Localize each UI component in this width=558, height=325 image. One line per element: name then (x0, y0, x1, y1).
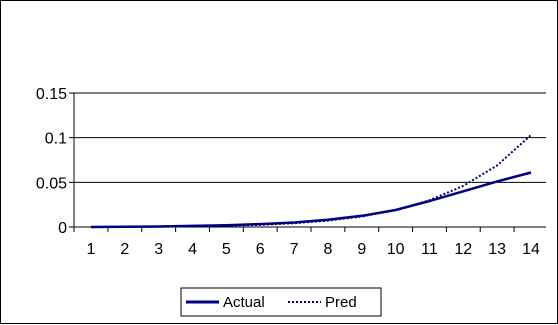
gridlines (74, 92, 546, 183)
x-tick-label-0: 1 (87, 241, 96, 258)
x-tick-label-7: 8 (323, 241, 332, 258)
legend-label-pred: Pred (325, 294, 357, 311)
y-ticks: 0 0.05 0.1 0.15 (36, 86, 74, 237)
x-tick-label-13: 14 (522, 241, 540, 258)
x-tick-label-3: 4 (188, 241, 197, 258)
x-tick-label-12: 13 (488, 241, 506, 258)
series-line-pred (90, 134, 532, 228)
x-ticks: 1 2 3 4 5 6 7 8 9 10 11 12 13 14 (73, 227, 540, 258)
series-line-actual (90, 171, 532, 229)
y-tick-label-0: 0 (58, 220, 67, 237)
x-tick-label-2: 3 (154, 241, 163, 258)
x-tick-label-5: 6 (256, 241, 265, 258)
y-tick-label-1: 0.05 (36, 175, 67, 192)
x-tick-label-4: 5 (222, 241, 231, 258)
legend-label-actual: Actual (223, 294, 265, 311)
y-tick-label-2: 0.1 (45, 131, 67, 148)
x-tick-label-9: 10 (387, 241, 405, 258)
legend: Actual Pred (180, 287, 382, 317)
x-tick-label-10: 11 (421, 241, 438, 258)
x-tick-label-8: 9 (357, 241, 366, 258)
x-tick-label-11: 12 (454, 241, 472, 258)
x-tick-label-6: 7 (290, 241, 299, 258)
x-tick-label-1: 2 (120, 241, 129, 258)
y-tick-label-3: 0.15 (36, 86, 67, 103)
series-lines (90, 134, 532, 229)
